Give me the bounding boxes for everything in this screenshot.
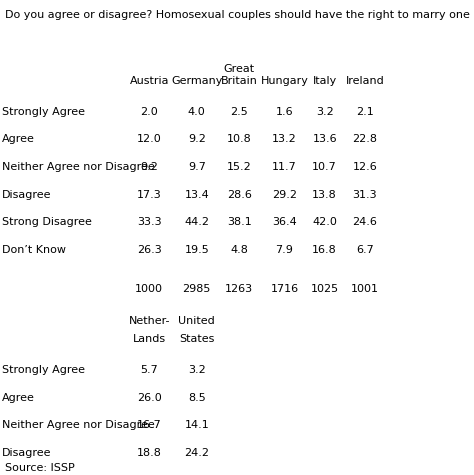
Text: 4.0: 4.0: [188, 107, 206, 117]
Text: 13.2: 13.2: [272, 134, 297, 144]
Text: 36.4: 36.4: [272, 217, 297, 227]
Text: Source: ISSP: Source: ISSP: [5, 463, 74, 473]
Text: 29.2: 29.2: [272, 190, 297, 200]
Text: 6.7: 6.7: [356, 245, 374, 255]
Text: Agree: Agree: [2, 134, 35, 144]
Text: 16.7: 16.7: [137, 420, 162, 430]
Text: United: United: [178, 316, 215, 326]
Text: Italy: Italy: [312, 76, 337, 86]
Text: 24.6: 24.6: [353, 217, 377, 227]
Text: 18.8: 18.8: [137, 448, 162, 458]
Text: 5.7: 5.7: [140, 365, 158, 375]
Text: 3.2: 3.2: [316, 107, 334, 117]
Text: 1.6: 1.6: [275, 107, 293, 117]
Text: 1001: 1001: [351, 284, 379, 294]
Text: 3.2: 3.2: [188, 365, 206, 375]
Text: Strong Disagree: Strong Disagree: [2, 217, 92, 227]
Text: 13.6: 13.6: [312, 134, 337, 144]
Text: 15.2: 15.2: [227, 162, 252, 172]
Text: Disagree: Disagree: [2, 190, 52, 200]
Text: 26.3: 26.3: [137, 245, 162, 255]
Text: 9.7: 9.7: [188, 162, 206, 172]
Text: 7.9: 7.9: [275, 245, 293, 255]
Text: Britain: Britain: [221, 76, 258, 86]
Text: 2.0: 2.0: [140, 107, 158, 117]
Text: 13.4: 13.4: [184, 190, 209, 200]
Text: 33.3: 33.3: [137, 217, 162, 227]
Text: Don’t Know: Don’t Know: [2, 245, 66, 255]
Text: Neither Agree nor Disagree: Neither Agree nor Disagree: [2, 162, 155, 172]
Text: 12.6: 12.6: [353, 162, 377, 172]
Text: 13.8: 13.8: [312, 190, 337, 200]
Text: Do you agree or disagree? Homosexual couples should have the right to marry one : Do you agree or disagree? Homosexual cou…: [5, 10, 474, 20]
Text: 12.0: 12.0: [137, 134, 162, 144]
Text: Austria: Austria: [129, 76, 169, 86]
Text: 26.0: 26.0: [137, 393, 162, 403]
Text: 19.5: 19.5: [184, 245, 209, 255]
Text: 1000: 1000: [135, 284, 164, 294]
Text: Germany: Germany: [171, 76, 222, 86]
Text: 14.1: 14.1: [184, 420, 209, 430]
Text: Great: Great: [224, 64, 255, 74]
Text: 1263: 1263: [225, 284, 254, 294]
Text: Disagree: Disagree: [2, 448, 52, 458]
Text: 16.8: 16.8: [312, 245, 337, 255]
Text: 38.1: 38.1: [227, 217, 252, 227]
Text: Agree: Agree: [2, 393, 35, 403]
Text: Lands: Lands: [133, 334, 166, 344]
Text: 2985: 2985: [182, 284, 211, 294]
Text: 10.7: 10.7: [312, 162, 337, 172]
Text: States: States: [179, 334, 214, 344]
Text: Hungary: Hungary: [260, 76, 309, 86]
Text: Strongly Agree: Strongly Agree: [2, 107, 85, 117]
Text: 10.8: 10.8: [227, 134, 252, 144]
Text: 24.2: 24.2: [184, 448, 209, 458]
Text: 44.2: 44.2: [184, 217, 209, 227]
Text: 42.0: 42.0: [312, 217, 337, 227]
Text: 4.8: 4.8: [230, 245, 248, 255]
Text: 11.7: 11.7: [272, 162, 297, 172]
Text: 1716: 1716: [270, 284, 299, 294]
Text: Neither Agree nor Disagree: Neither Agree nor Disagree: [2, 420, 155, 430]
Text: 8.5: 8.5: [188, 393, 206, 403]
Text: 2.5: 2.5: [230, 107, 248, 117]
Text: 31.3: 31.3: [353, 190, 377, 200]
Text: 28.6: 28.6: [227, 190, 252, 200]
Text: 9.2: 9.2: [140, 162, 158, 172]
Text: 1025: 1025: [310, 284, 339, 294]
Text: Strongly Agree: Strongly Agree: [2, 365, 85, 375]
Text: 2.1: 2.1: [356, 107, 374, 117]
Text: 17.3: 17.3: [137, 190, 162, 200]
Text: 22.8: 22.8: [353, 134, 377, 144]
Text: Nether-: Nether-: [128, 316, 170, 326]
Text: Ireland: Ireland: [346, 76, 384, 86]
Text: 9.2: 9.2: [188, 134, 206, 144]
